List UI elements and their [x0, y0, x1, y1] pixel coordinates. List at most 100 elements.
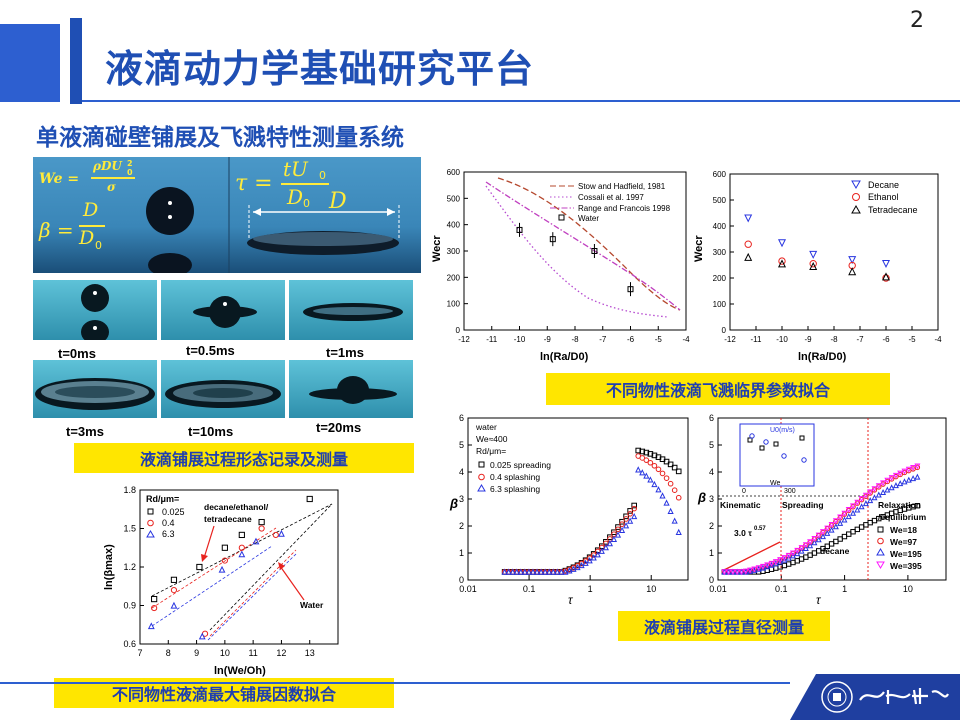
- data-point: [516, 226, 523, 233]
- data-point: [655, 466, 662, 473]
- data-point: [850, 529, 856, 535]
- data-point: [773, 565, 779, 571]
- data-point: [871, 517, 878, 524]
- data-point: [627, 508, 633, 514]
- x-tick-label: -5: [655, 335, 663, 344]
- chart3-ticks: 7 8 9 10 11 12 13 0.6 0.9 1.2 1.5 1.8: [123, 485, 314, 658]
- data-point: [798, 545, 805, 552]
- data-point: [558, 568, 565, 575]
- data-point: [513, 568, 520, 575]
- beta-formula-den: D: [79, 227, 95, 249]
- data-point: [850, 509, 857, 516]
- data-point: [238, 544, 245, 551]
- data-point: [590, 554, 597, 561]
- data-point: [218, 565, 226, 573]
- data-point: [586, 557, 593, 564]
- data-point: [627, 517, 634, 524]
- annotation-decane-ethanol: decane/ethanol/: [204, 502, 269, 512]
- diameter-label: D: [329, 189, 347, 214]
- legend-cossali: Cossali et al. 1997: [578, 193, 644, 202]
- data-point: [905, 476, 912, 483]
- data-point: [858, 524, 865, 530]
- data-point: [850, 503, 857, 510]
- legend-stow: Stow and Hadfield, 1981: [578, 182, 666, 191]
- data-point: [631, 505, 637, 512]
- regime-equilibrium: /equilibrium: [878, 512, 927, 522]
- data-point: [643, 472, 650, 479]
- y-tick-label: 0: [456, 326, 461, 335]
- frame-photo-2: [161, 280, 285, 340]
- data-point: [871, 494, 878, 501]
- legend-we97: We=97: [890, 537, 917, 547]
- data-point: [815, 532, 822, 539]
- data-point: [798, 556, 805, 562]
- data-point: [272, 531, 279, 539]
- we-formula-den: σ: [107, 180, 116, 194]
- beta-formula-lhs: β =: [39, 218, 74, 242]
- data-point: [846, 531, 852, 537]
- data-point: [772, 560, 779, 567]
- frame-photo-3: [289, 280, 413, 340]
- fit-line-2: [151, 527, 277, 609]
- frame-label-2: t=0.5ms: [186, 343, 235, 358]
- data-point: [725, 569, 732, 576]
- chart1-ticks: -12 -11 -10 -9 -8 -7 -6 -5 -4 0 100 200 300 400 500 600: [447, 168, 690, 344]
- data-point: [897, 480, 904, 487]
- data-point: [841, 510, 848, 517]
- y-tick-label: 500: [447, 194, 461, 203]
- data-point: [854, 526, 861, 533]
- powerlaw-exponent: 0.57: [754, 526, 766, 532]
- data-point: [794, 547, 801, 554]
- data-point: [721, 569, 728, 576]
- y-tick-label: 0: [459, 575, 464, 585]
- data-point: [598, 547, 605, 554]
- chart4-info-1: water: [475, 422, 497, 432]
- data-point: [858, 496, 865, 503]
- regime-kinematic: Kinematic: [720, 500, 761, 510]
- legend-we18: We=18: [890, 525, 917, 535]
- chart4-points: [501, 447, 682, 575]
- chart-wecr-fluids: -12 -11 -10 -9 -8 -7 -6 -5 -4 0 100 200 300 400 500 600…: [693, 170, 942, 363]
- data-point: [566, 567, 573, 574]
- legend-range: Range and Francois 1998: [578, 204, 671, 213]
- y-tick-label: 400: [447, 221, 461, 230]
- data-point: [631, 512, 638, 520]
- data-point: [905, 466, 912, 473]
- data-point: [833, 538, 839, 545]
- chart2-ticks: -12 -11 -10 -9 -8 -7 -6 -5 -4 0 100 200 300 400 500 600: [713, 170, 942, 344]
- data-point: [772, 559, 779, 566]
- powerlaw-fit: [723, 541, 781, 571]
- data-point: [151, 595, 158, 603]
- data-point: [667, 480, 674, 487]
- data-point: [764, 562, 771, 569]
- data-point: [777, 239, 787, 248]
- caption-splash: 不同物性液滴飞溅临界参数拟合: [546, 373, 890, 405]
- data-point: [871, 486, 878, 493]
- data-point: [639, 448, 646, 455]
- data-point: [755, 565, 762, 572]
- x-tick-label: -12: [458, 335, 470, 344]
- data-point: [884, 477, 891, 484]
- data-point: [764, 563, 771, 570]
- data-point: [828, 521, 835, 528]
- y-tick-label: 200: [447, 273, 461, 282]
- y-tick-label: 1.2: [123, 562, 136, 572]
- data-point: [858, 503, 865, 510]
- y-tick-label: 1.5: [123, 524, 136, 534]
- chart3-ylabel: ln(βmax): [103, 544, 115, 590]
- series-water-points: [516, 222, 634, 297]
- y-tick-label: 600: [713, 170, 727, 179]
- data-point: [675, 528, 682, 535]
- data-point: [196, 563, 203, 571]
- chart4-xlabel: τ: [568, 593, 574, 607]
- data-point: [914, 464, 921, 471]
- header-rule: [82, 100, 960, 102]
- data-point: [742, 568, 749, 575]
- chart1-legend: Stow and Hadfield, 1981 Cossali et al. 1…: [550, 182, 671, 223]
- data-point: [841, 533, 848, 540]
- fit-line-4: [209, 503, 333, 631]
- chart4-ticks: 0.01 0.1 1 10 0 1 2 3 4 5 6: [459, 413, 656, 594]
- chart3-legend-2: 0.4: [162, 518, 175, 528]
- chart2-xlabel: ln(Ra/D0): [798, 351, 847, 363]
- data-point: [606, 540, 614, 547]
